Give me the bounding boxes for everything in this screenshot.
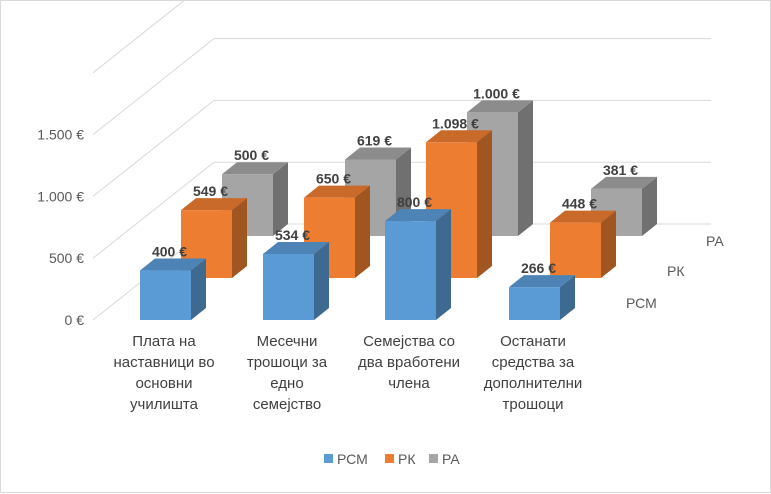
depth-axis-label: РСМ [626, 295, 657, 311]
bar-top [263, 241, 329, 254]
data-label: 1.098 € [432, 115, 479, 131]
bar-top [467, 100, 533, 113]
depth-axis-labels: РА РК РСМ [626, 233, 724, 311]
data-label: 619 € [357, 132, 392, 148]
bar-side [273, 162, 288, 236]
bar [140, 270, 191, 320]
legend-swatch [324, 454, 333, 463]
bar-top [591, 176, 657, 189]
bar-side [518, 100, 533, 237]
data-label: 534 € [275, 227, 310, 243]
bar-side [560, 275, 575, 320]
bar [509, 287, 560, 320]
data-labels: 500 € 619 € 1.000 € 381 € 549 € 650 € 1.098 € 4… [152, 85, 638, 276]
data-label: 400 € [152, 244, 187, 260]
bar-top [426, 130, 492, 143]
bar-side [314, 241, 329, 320]
bar [550, 222, 601, 278]
legend-swatch [385, 454, 394, 463]
legend: РСМ РК РА [324, 451, 460, 467]
bar-top [304, 185, 370, 198]
category-label: училишта [130, 396, 199, 413]
category-label: Семејства со [363, 333, 455, 350]
data-label: 800 € [397, 194, 432, 210]
category-label: наставници во [113, 354, 214, 371]
category-labels: Плата на наставници во основни училишта Месе… [113, 333, 582, 413]
bar-top [181, 198, 247, 211]
gridline [92, 38, 711, 135]
category-label: дополнителни [484, 375, 583, 392]
data-label: 650 € [316, 171, 351, 187]
category-label: семејство [253, 396, 321, 413]
data-label: 1.000 € [473, 85, 520, 101]
category-label: трошоци за [247, 354, 328, 371]
bar-top [222, 162, 288, 175]
y-tick-label: 0 € [65, 312, 85, 328]
category-label: основни [135, 375, 192, 392]
bar-side [232, 198, 247, 278]
bar [263, 253, 314, 320]
bar-side [642, 176, 657, 236]
depth-axis-label: РК [667, 263, 685, 279]
y-tick-label: 1.500 € [37, 127, 84, 143]
depth-axis-label: РА [706, 233, 724, 249]
category-label: средства за [492, 354, 575, 371]
bar-side [436, 209, 451, 320]
gridline [92, 99, 711, 197]
data-label: 549 € [193, 183, 228, 199]
category-label: трошоци [503, 396, 564, 413]
legend-label: РА [442, 451, 460, 467]
bar-side [355, 185, 370, 278]
bar [385, 221, 436, 320]
bar-top [509, 275, 575, 288]
data-label: 500 € [234, 147, 269, 163]
gridline [92, 161, 711, 259]
legend-label: РСМ [337, 451, 368, 467]
data-label: 448 € [562, 196, 597, 212]
legend-swatch [429, 454, 438, 463]
y-axis-ticks: 0 € 500 € 1.000 € 1.500 € [37, 127, 84, 328]
bars [140, 100, 657, 320]
category-label: едно [270, 375, 303, 392]
bar-side [477, 130, 492, 278]
bar-top [140, 258, 206, 271]
category-label: Останати [500, 333, 566, 350]
category-label: Плата на [132, 333, 196, 350]
gridline [92, 1, 185, 74]
category-label: члена [388, 375, 430, 392]
y-tick-label: 500 € [49, 250, 84, 266]
bar-side [601, 210, 616, 278]
bar-top [385, 209, 451, 222]
category-label: Месечни [257, 333, 318, 350]
bar-side [191, 258, 206, 320]
y-tick-label: 1.000 € [37, 188, 84, 204]
legend-label: РК [398, 451, 416, 467]
bar-top [550, 210, 616, 223]
bar-top [345, 147, 411, 160]
category-label: два вработени [358, 354, 460, 371]
data-label: 266 € [521, 260, 556, 276]
data-label: 381 € [603, 162, 638, 178]
